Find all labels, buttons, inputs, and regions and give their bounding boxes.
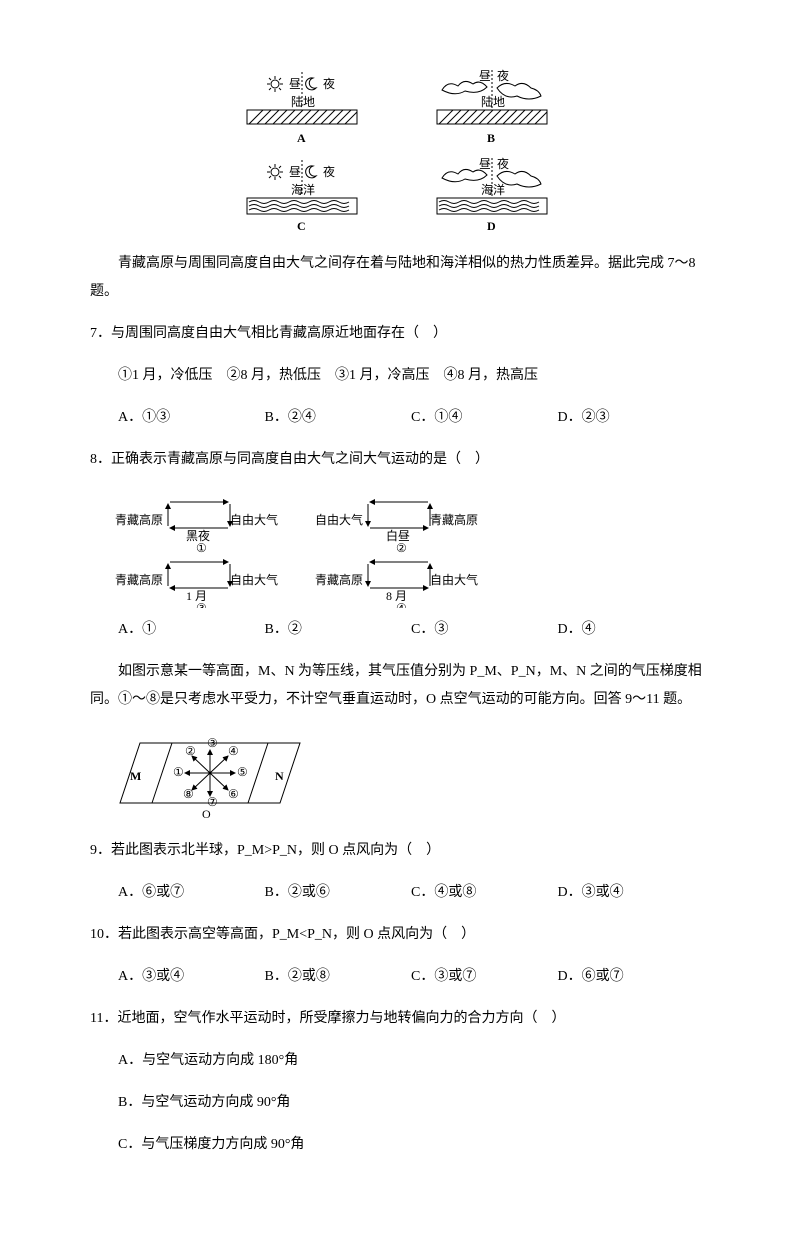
day-label: 昼 [289, 165, 301, 179]
svg-text:⑤: ⑤ [237, 765, 248, 779]
panel-d-label: D [487, 219, 496, 233]
panel-d-svg: 昼 夜 海洋 D [427, 156, 557, 236]
q7-opt-a: A．①③ [118, 404, 265, 432]
panel-a-label: A [297, 131, 306, 145]
figure-1-row-1: 昼 夜 陆地 A 昼 夜 [90, 68, 704, 148]
svg-text:青藏高原: 青藏高原 [115, 512, 163, 527]
panel-c-svg: 昼 夜 海洋 C [237, 156, 367, 236]
q11-opt-c: C．与气压梯度力方向成 90°角 [90, 1131, 704, 1159]
svg-text:自由大气: 自由大气 [430, 572, 478, 587]
q7-opt-d: D．②③ [558, 404, 705, 432]
panel-c: 昼 夜 海洋 C [237, 156, 367, 236]
svg-text:②: ② [396, 541, 407, 555]
q8-options: A．① B．② C．③ D．④ [90, 616, 704, 644]
q10-opt-b: B．②或⑧ [265, 963, 412, 991]
q10-stem: 10．若此图表示高空等高面，P_M<P_N，则 O 点风向为（ ） [90, 921, 704, 949]
q9-opt-b: B．②或⑥ [265, 879, 412, 907]
panel-c-label: C [297, 219, 306, 233]
q9-opt-a: A．⑥或⑦ [118, 879, 265, 907]
figure-3: M N ① ② ③ ④ ⑤ ⑥ ⑦ ⑧ O [90, 728, 704, 823]
night-label: 夜 [497, 156, 509, 171]
svg-text:青藏高原: 青藏高原 [115, 572, 163, 587]
q7-statements: ①1 月，冷低压 ②8 月，热低压 ③1 月，冷高压 ④8 月，热高压 [90, 362, 704, 390]
svg-text:②: ② [185, 744, 196, 758]
q10-options: A．③或④ B．②或⑧ C．③或⑦ D．⑥或⑦ [90, 963, 704, 991]
ocean-label: 海洋 [291, 182, 315, 197]
q9-stem: 9．若此图表示北半球，P_M>P_N，则 O 点风向为（ ） [90, 837, 704, 865]
svg-text:自由大气: 自由大气 [230, 512, 278, 527]
svg-text:④: ④ [228, 744, 239, 758]
land-label: 陆地 [291, 94, 315, 109]
q9-options: A．⑥或⑦ B．②或⑥ C．④或⑧ D．③或④ [90, 879, 704, 907]
svg-text:自由大气: 自由大气 [230, 572, 278, 587]
q7-stem: 7．与周围同高度自由大气相比青藏高原近地面存在（ ） [90, 320, 704, 348]
svg-text:①: ① [173, 765, 184, 779]
svg-text:③: ③ [196, 601, 207, 608]
svg-text:⑥: ⑥ [228, 787, 239, 801]
svg-text:③: ③ [207, 736, 218, 750]
intro-7-8: 青藏高原与周围同高度自由大气之间存在着与陆地和海洋相似的热力性质差异。据此完成 … [90, 250, 704, 306]
q9-opt-d: D．③或④ [558, 879, 705, 907]
q7-options: A．①③ B．②④ C．①④ D．②③ [90, 404, 704, 432]
panel-d: 昼 夜 海洋 D [427, 156, 557, 236]
q8-opt-a: A．① [118, 616, 265, 644]
q8-svg: 青藏高原 自由大气 黑夜 ① 自由大气 青藏高原 白昼 ② 青藏高原 自由大气 [90, 488, 510, 608]
q9-opt-c: C．④或⑧ [411, 879, 558, 907]
ocean-label: 海洋 [481, 182, 505, 197]
q11-opt-b: B．与空气运动方向成 90°角 [90, 1089, 704, 1117]
svg-text:自由大气: 自由大气 [315, 512, 363, 527]
q8-stem: 8．正确表示青藏高原与同高度自由大气之间大气运动的是（ ） [90, 446, 704, 474]
panel-b-svg: 昼 夜 陆地 B [427, 68, 557, 148]
q7-opt-c: C．①④ [411, 404, 558, 432]
night-label: 夜 [323, 164, 335, 179]
q11-opt-a: A．与空气运动方向成 180°角 [90, 1047, 704, 1075]
intro-9-11: 如图示意某一等高面，M、N 为等压线，其气压值分别为 P_M、P_N，M、N 之… [90, 658, 704, 714]
panel-a: 昼 夜 陆地 A [237, 68, 367, 148]
svg-text:④: ④ [396, 601, 407, 608]
svg-text:⑧: ⑧ [183, 787, 194, 801]
svg-text:N: N [275, 769, 284, 783]
day-label: 昼 [479, 69, 491, 83]
day-label: 昼 [479, 157, 491, 171]
q8-opt-c: C．③ [411, 616, 558, 644]
q10-opt-a: A．③或④ [118, 963, 265, 991]
panel-a-svg: 昼 夜 陆地 A [237, 68, 367, 148]
panel-b-label: B [487, 131, 495, 145]
svg-text:M: M [130, 769, 141, 783]
panel-b: 昼 夜 陆地 B [427, 68, 557, 148]
q8-opt-b: B．② [265, 616, 412, 644]
q11-stem: 11．近地面，空气作水平运动时，所受摩擦力与地转偏向力的合力方向（ ） [90, 1005, 704, 1033]
svg-text:O: O [202, 807, 211, 821]
land-label: 陆地 [481, 94, 505, 109]
day-label: 昼 [289, 77, 301, 91]
figure-3-svg: M N ① ② ③ ④ ⑤ ⑥ ⑦ ⑧ O [90, 728, 320, 823]
night-label: 夜 [323, 76, 335, 91]
q10-opt-c: C．③或⑦ [411, 963, 558, 991]
q8-figure: 青藏高原 自由大气 黑夜 ① 自由大气 青藏高原 白昼 ② 青藏高原 自由大气 [90, 488, 704, 608]
night-label: 夜 [497, 68, 509, 83]
svg-text:青藏高原: 青藏高原 [315, 572, 363, 587]
figure-1-row-2: 昼 夜 海洋 C 昼 夜 海洋 [90, 156, 704, 236]
svg-text:①: ① [196, 541, 207, 555]
q8-opt-d: D．④ [558, 616, 705, 644]
q10-opt-d: D．⑥或⑦ [558, 963, 705, 991]
svg-text:青藏高原: 青藏高原 [430, 512, 478, 527]
q7-opt-b: B．②④ [265, 404, 412, 432]
